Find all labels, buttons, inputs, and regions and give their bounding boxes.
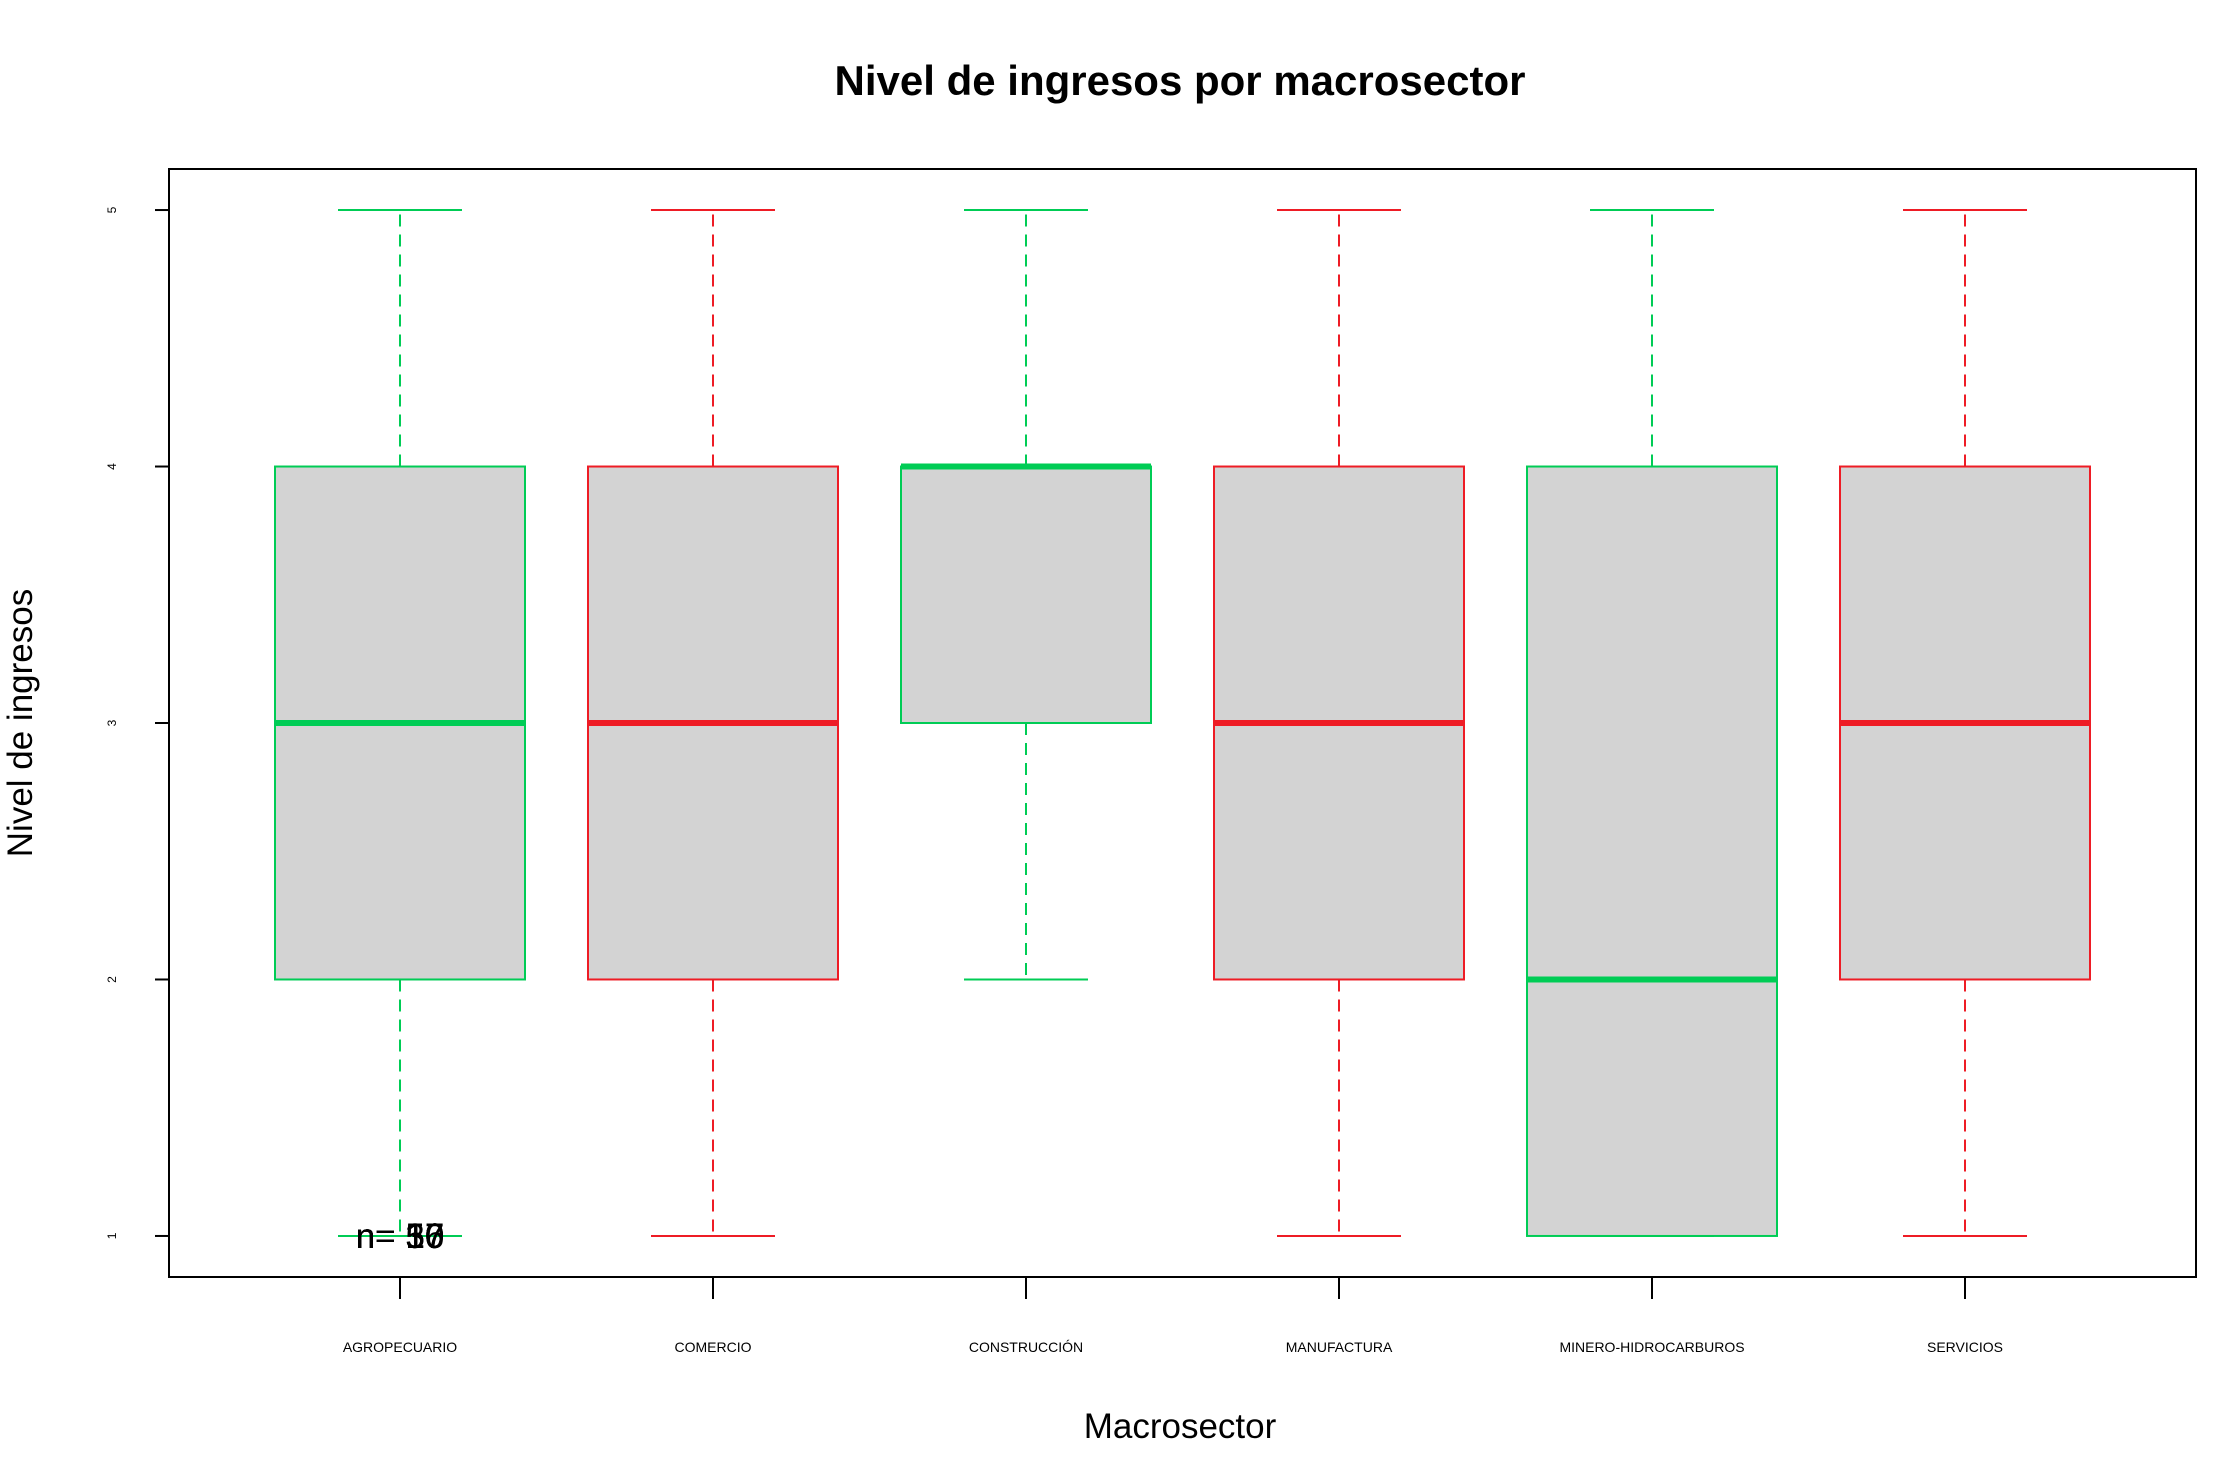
chart-title: Nivel de ingresos por macrosector — [835, 57, 1526, 104]
sample-size-label: n= 30 — [356, 1217, 445, 1256]
sample-size-label: n= 16 — [356, 1217, 445, 1256]
y-axis-title: Nivel de ingresos — [1, 589, 40, 857]
sample-size-label: n= 57 — [356, 1217, 445, 1256]
x-tick-label: CONSTRUCCIÓN — [969, 1339, 1083, 1355]
box — [1526, 465, 1778, 1237]
box — [900, 465, 1152, 724]
sample-size-label: n= 10 — [356, 1217, 445, 1256]
y-tick-label: 2 — [105, 976, 119, 983]
x-tick-label: COMERCIO — [675, 1339, 752, 1355]
y-tick-label: 1 — [105, 1232, 119, 1239]
x-tick-label: AGROPECUARIO — [343, 1339, 457, 1355]
y-tick-label: 5 — [105, 206, 119, 213]
x-axis-title: Macrosector — [1084, 1407, 1277, 1446]
x-tick-label: MINERO-HIDROCARBUROS — [1559, 1339, 1744, 1355]
sample-size-label: n= 17 — [356, 1217, 445, 1256]
plot-area: 1 2 3 4 5 AGROPECUARIO COMERCIO CONSTRUCCIÓN MAN… — [105, 168, 2197, 1355]
x-tick-label: SERVICIOS — [1927, 1339, 2003, 1355]
y-tick-label: 4 — [105, 463, 119, 470]
y-tick-label: 3 — [105, 719, 119, 726]
x-tick-label: MANUFACTURA — [1286, 1339, 1393, 1355]
sample-size-label: n= 50 — [356, 1217, 445, 1256]
